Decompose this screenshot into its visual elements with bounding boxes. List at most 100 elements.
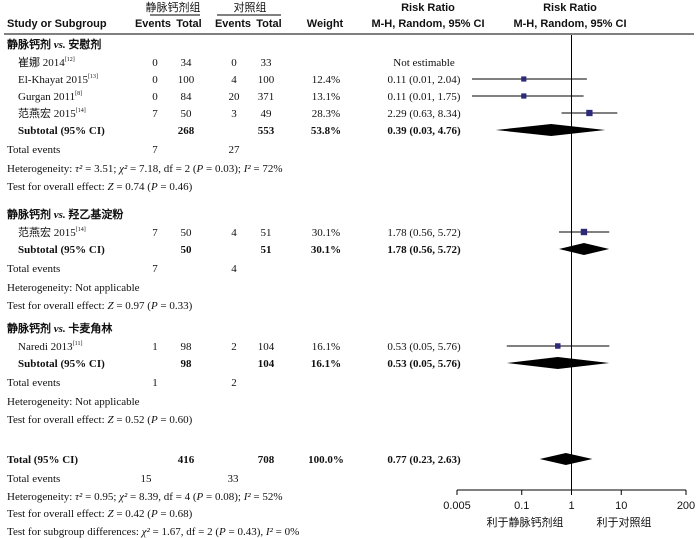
study-events2: 0 [231,57,237,69]
study-total1: 84 [181,91,193,103]
study-name: Naredi 2013[11] [18,341,82,353]
total-total1: 416 [178,454,195,466]
study-total1: 34 [181,57,193,69]
method-header-right: M-H, Random, 95% CI [513,18,626,30]
study-square [555,343,561,349]
subtotal-label: Subtotal (95% CI) [18,358,105,370]
subtotal-label: Subtotal (95% CI) [18,244,105,256]
x-tick-label: 0.1 [514,500,529,512]
subtotal-diamond [495,124,606,136]
events1-header: Events [135,18,171,30]
study-col-header: Study or Subgroup [7,18,107,30]
overall-effect-text: Test for overall effect: Z = 0.52 (P = 0… [7,414,193,426]
rr-title-left: Risk Ratio [401,2,455,14]
study-total1: 100 [178,74,195,86]
total-events2: 33 [228,473,240,485]
group2-header: 对照组 [234,0,267,14]
x-tick-label: 0.005 [443,500,471,512]
overall-effect-text: Test for overall effect: Z = 0.42 (P = 0… [7,508,193,520]
subtotal-ci: 1.78 (0.56, 5.72) [387,244,461,256]
study-weight: 12.4% [312,74,340,86]
study-ci: 0.53 (0.05, 5.76) [387,341,461,353]
total-events1: 7 [152,144,158,156]
study-total2: 51 [261,227,272,239]
study-total2: 371 [258,91,275,103]
study-events1: 0 [152,74,158,86]
study-name: 崔娜 2014[12] [18,55,75,69]
study-square [586,109,593,117]
study-events1: 0 [152,91,158,103]
study-square [521,76,527,82]
study-total1: 98 [181,341,193,353]
total-events2: 27 [229,144,241,156]
heterogeneity-text: Heterogeneity: τ² = 3.51; χ² = 7.18, df … [7,163,283,175]
study-name: Gurgan 2011[8] [18,91,82,103]
weight-header: Weight [307,18,344,30]
total-events-label: Total events [7,377,60,389]
total-events1: 1 [152,377,158,389]
rr-title-right: Risk Ratio [543,2,597,14]
overall-effect-text: Test for overall effect: Z = 0.74 (P = 0… [7,181,193,193]
study-name: 范燕宏 2015[14] [18,106,86,120]
favours-right-label: 利于对照组 [597,515,652,529]
study-weight: 30.1% [312,227,340,239]
x-tick-label: 1 [568,500,574,512]
favours-left-label: 利于静脉钙剂组 [487,515,564,529]
study-events1: 7 [152,227,158,239]
study-total2: 49 [261,108,273,120]
study-events1: 7 [152,108,158,120]
subtotal-total2: 51 [261,244,272,256]
study-weight: 28.3% [312,108,340,120]
subtotal-total2: 104 [258,358,275,370]
study-total1: 50 [181,227,193,239]
total-label: Total (95% CI) [7,454,78,466]
study-name: El-Khayat 2015[13] [18,74,98,86]
x-tick-label: 200 [677,500,695,512]
heterogeneity-text: Heterogeneity: Not applicable [7,396,140,408]
study-name: 范燕宏 2015[14] [18,225,86,239]
total-events-label: Total events [7,263,60,275]
total-events2: 2 [231,377,237,389]
study-ci: 0.11 (0.01, 1.75) [388,91,461,103]
study-weight: 13.1% [312,91,340,103]
study-events1: 1 [152,341,158,353]
subtotal-total1: 50 [181,244,193,256]
study-total2: 104 [258,341,275,353]
group1-header: 静脉钙剂组 [146,0,201,14]
study-events2: 3 [231,108,237,120]
x-tick-label: 10 [615,500,627,512]
total-weight: 100.0% [308,454,344,466]
study-square [521,93,527,99]
total2-header: Total [256,18,281,30]
study-total2: 33 [261,57,273,69]
subtotal-weight: 53.8% [311,125,341,137]
total-events-label: Total events [7,144,60,156]
subtotal-weight: 30.1% [311,244,341,256]
overall-effect-text: Test for overall effect: Z = 0.97 (P = 0… [7,300,193,312]
subtotal-diamond [558,243,610,255]
total1-header: Total [176,18,201,30]
method-header-left: M-H, Random, 95% CI [371,18,484,30]
study-events2: 4 [231,227,237,239]
subgroup-diff-text: Test for subgroup differences: χ² = 1.67… [7,526,299,538]
subtotal-label: Subtotal (95% CI) [18,125,105,137]
subtotal-total2: 553 [258,125,275,137]
total-ci: 0.77 (0.23, 2.63) [387,454,461,466]
total-diamond [539,453,593,465]
total-events-label: Total events [7,473,60,485]
study-ci: 2.29 (0.63, 8.34) [387,108,461,120]
study-events2: 2 [231,341,237,353]
study-events1: 0 [152,57,158,69]
study-weight: 16.1% [312,341,340,353]
heterogeneity-text: Heterogeneity: Not applicable [7,282,140,294]
study-ci: Not estimable [393,57,455,69]
subtotal-diamond [506,357,610,369]
events2-header: Events [215,18,251,30]
total-events2: 4 [231,263,237,275]
heterogeneity-text: Heterogeneity: τ² = 0.95; χ² = 8.39, df … [7,491,283,503]
subgroup-title: 静脉钙剂 vs. 安慰剂 [7,37,101,51]
study-events2: 20 [229,91,241,103]
